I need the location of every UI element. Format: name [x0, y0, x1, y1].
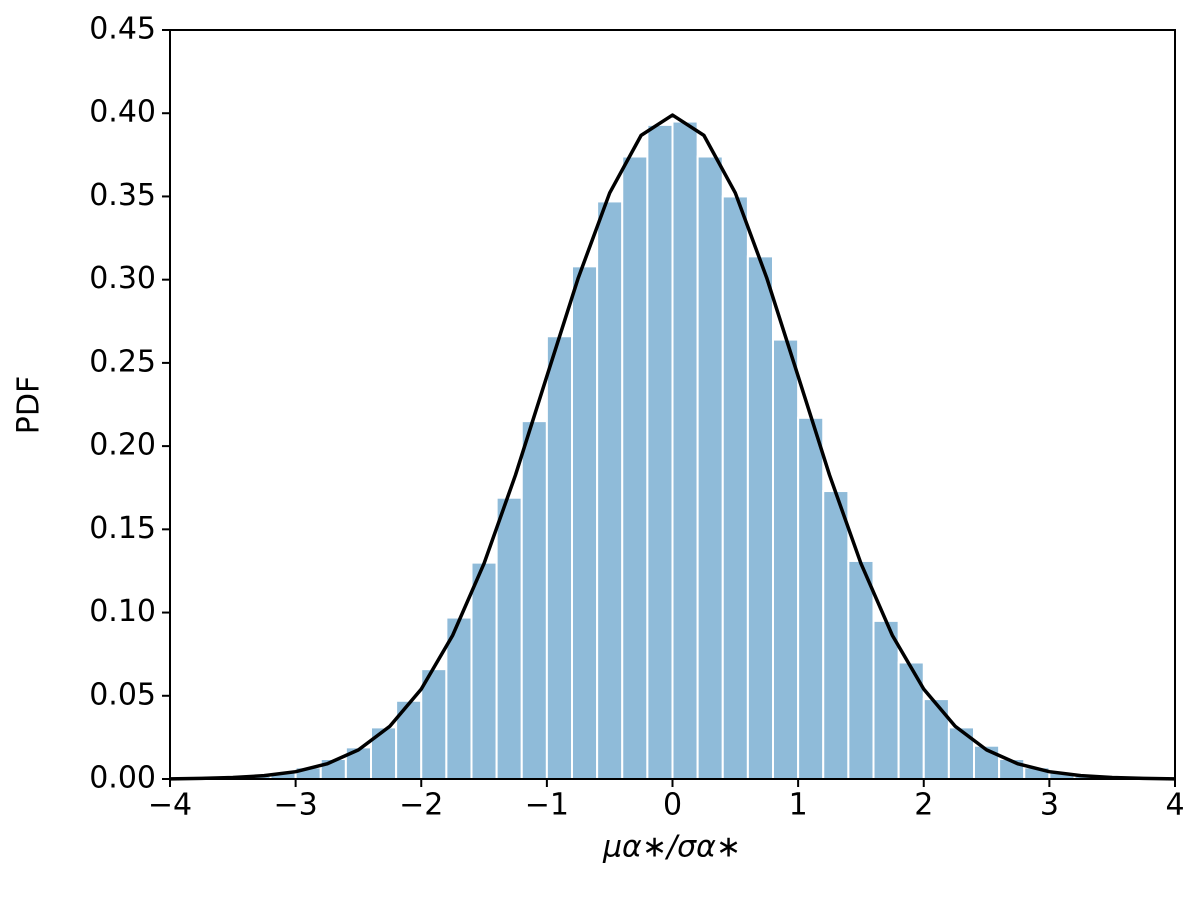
y-tick-label: 0.25 — [89, 344, 156, 379]
bar — [621, 155, 649, 780]
bar — [696, 155, 724, 780]
bar — [772, 338, 800, 780]
y-tick-label: 0.40 — [89, 95, 156, 130]
x-tick-label: −4 — [148, 788, 192, 823]
y-axis-label: PDF — [12, 376, 47, 434]
x-tick-label: 4 — [1165, 788, 1184, 823]
bar — [545, 335, 573, 780]
bar — [721, 195, 749, 780]
bar — [922, 698, 950, 781]
bar — [671, 120, 699, 781]
bar — [746, 255, 774, 780]
bar — [370, 726, 398, 780]
bar — [797, 416, 825, 780]
bar — [822, 490, 850, 780]
bar — [596, 200, 624, 780]
bar — [847, 559, 875, 780]
y-tick-label: 0.35 — [89, 178, 156, 213]
y-tick-label: 0.30 — [89, 261, 156, 296]
x-tick-label: 1 — [789, 788, 808, 823]
bar — [344, 746, 372, 780]
y-tick-label: 0.20 — [89, 428, 156, 463]
curve — [169, 113, 1176, 781]
y-tick-label: 0.05 — [89, 677, 156, 712]
x-tick-label: 3 — [1040, 788, 1059, 823]
bar — [571, 265, 599, 780]
y-tick-label: 0.15 — [89, 511, 156, 546]
bar — [520, 420, 548, 780]
x-axis-label: μα∗/σα∗ — [602, 830, 741, 865]
y-tick-label: 0.45 — [89, 12, 156, 47]
x-tick-label: −1 — [525, 788, 569, 823]
bar — [470, 561, 498, 780]
y-tick-label: 0.00 — [89, 761, 156, 796]
bar — [947, 726, 975, 780]
x-tick-label: −3 — [274, 788, 318, 823]
bar — [646, 123, 674, 780]
bar — [495, 496, 523, 780]
bar — [872, 619, 900, 781]
x-tick-label: 0 — [663, 788, 682, 823]
x-tick-label: −2 — [399, 788, 443, 823]
x-tick-label: 2 — [914, 788, 933, 823]
y-tick-label: 0.10 — [89, 594, 156, 629]
